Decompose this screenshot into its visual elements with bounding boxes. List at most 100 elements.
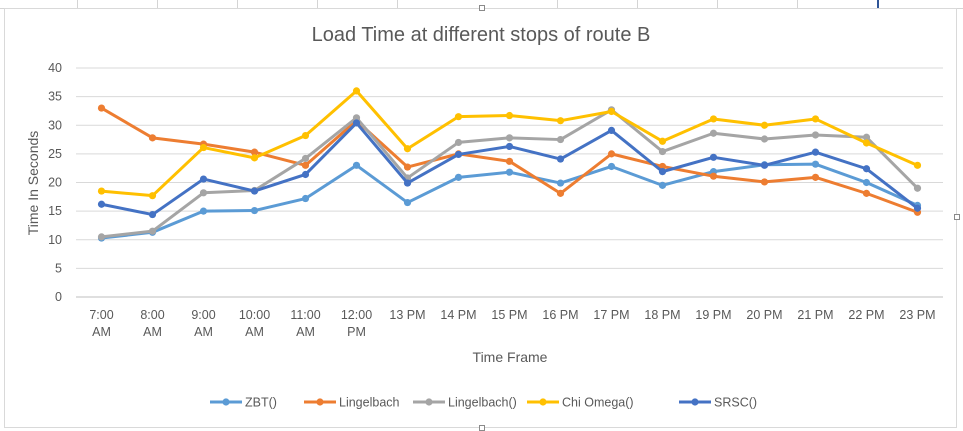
data-point <box>862 189 871 197</box>
data-point <box>352 119 361 127</box>
data-point <box>250 187 259 195</box>
data-point <box>97 233 106 241</box>
legend-marker <box>425 398 433 406</box>
data-point <box>607 107 616 116</box>
grid-line <box>317 0 318 8</box>
data-point <box>913 161 922 169</box>
data-point <box>913 204 922 212</box>
data-point <box>505 142 514 151</box>
y-tick-label: 20 <box>48 176 62 190</box>
data-point <box>760 121 769 129</box>
data-point <box>505 157 514 165</box>
y-tick-label: 15 <box>48 204 62 218</box>
data-point <box>148 210 157 219</box>
data-point <box>250 206 259 215</box>
data-point <box>709 129 718 137</box>
data-point <box>505 134 514 142</box>
y-tick-label: 0 <box>55 290 62 304</box>
data-point <box>352 161 361 169</box>
data-point <box>607 126 616 135</box>
grid-line <box>557 0 558 8</box>
x-tick-label: 10:00 AM <box>239 308 270 339</box>
x-axis-ticks: 7:00 AM 8:00 AM 9:00 AM 10:00 AM 11:00 AM 12:00 PM 1… <box>89 308 935 339</box>
data-point <box>811 148 820 156</box>
chart-area[interactable] <box>4 5 960 431</box>
data-point <box>811 131 820 139</box>
resize-handle-right[interactable] <box>954 214 960 220</box>
x-tick-label: 21 PM <box>797 308 833 322</box>
data-point <box>454 150 463 159</box>
data-point <box>862 133 871 141</box>
x-tick-label: 16 PM <box>542 308 578 322</box>
legend-marker <box>691 398 699 406</box>
x-tick-label: 23 PM <box>899 308 935 322</box>
data-point <box>403 145 412 153</box>
x-axis-title: Time Frame <box>473 349 548 365</box>
data-point <box>403 198 412 207</box>
data-point <box>760 161 769 169</box>
data-point <box>454 138 463 147</box>
legend-label: Lingelbach() <box>448 396 517 410</box>
x-tick-label: 8:00 AM <box>140 308 164 339</box>
y-tick-label: 10 <box>48 233 62 247</box>
data-point <box>454 113 463 121</box>
selected-column-edge <box>877 0 879 8</box>
data-point <box>250 154 259 162</box>
data-point <box>199 189 208 197</box>
grid-line <box>397 0 398 8</box>
data-point <box>199 143 208 152</box>
data-point <box>607 150 616 158</box>
x-tick-label: 7:00 AM <box>89 308 113 339</box>
data-point <box>811 115 820 123</box>
resize-handle-top[interactable] <box>479 5 485 11</box>
data-point <box>760 135 769 143</box>
data-point <box>709 172 718 180</box>
data-point <box>607 162 616 171</box>
data-point <box>658 147 667 156</box>
data-point <box>811 160 820 168</box>
data-point <box>556 117 565 125</box>
data-point <box>403 179 412 187</box>
data-point <box>97 104 106 112</box>
y-tick-label: 35 <box>48 90 62 104</box>
data-point <box>97 200 106 208</box>
data-point <box>658 137 667 145</box>
data-point <box>505 168 514 176</box>
y-tick-label: 30 <box>48 118 62 132</box>
y-tick-label: 25 <box>48 147 62 161</box>
x-tick-label: 9:00 AM <box>191 308 215 339</box>
y-tick-label: 5 <box>55 261 62 275</box>
x-tick-label: 14 PM <box>440 308 476 322</box>
data-point <box>352 114 361 122</box>
data-point <box>658 168 667 176</box>
x-tick-label: 17 PM <box>593 308 629 322</box>
data-point <box>862 178 871 187</box>
data-point <box>913 184 922 192</box>
x-tick-label: 13 PM <box>389 308 425 322</box>
legend-marker <box>539 398 547 406</box>
data-point <box>301 170 310 179</box>
data-point <box>148 192 157 200</box>
data-point <box>709 153 718 161</box>
data-point <box>199 207 208 215</box>
grid-line <box>797 0 798 8</box>
x-tick-label: 19 PM <box>695 308 731 322</box>
grid-line <box>77 0 78 8</box>
data-point <box>862 139 871 147</box>
x-tick-label: 22 PM <box>848 308 884 322</box>
data-point <box>301 154 310 163</box>
grid-line <box>157 0 158 8</box>
legend-label: Chi Omega() <box>562 396 634 410</box>
data-point <box>199 175 208 183</box>
y-axis-ticks: 0 5 10 15 20 25 30 35 40 <box>48 61 62 304</box>
legend-label: Lingelbach <box>339 396 400 410</box>
legend-marker <box>316 398 324 406</box>
data-point <box>301 194 310 203</box>
data-point <box>505 111 514 120</box>
chart-title: Load Time at different stops of route B <box>312 24 651 46</box>
y-tick-label: 40 <box>48 61 62 75</box>
legend-marker <box>222 398 230 406</box>
data-point <box>148 227 157 235</box>
grid-line <box>637 0 638 8</box>
